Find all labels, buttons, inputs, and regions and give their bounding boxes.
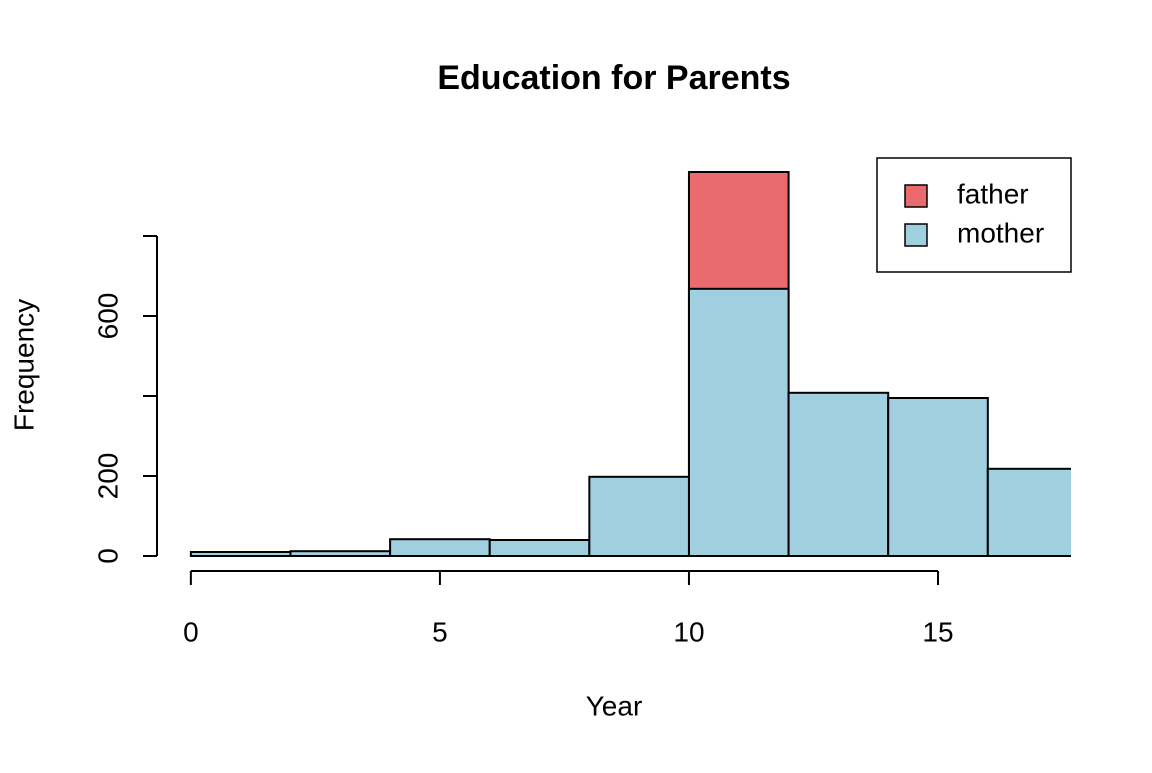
legend-label: mother — [957, 217, 1044, 248]
legend-swatch — [904, 184, 928, 208]
bar — [289, 550, 392, 558]
x-tick-label: 0 — [183, 616, 199, 647]
bar — [787, 391, 890, 557]
x-tick-label: 5 — [432, 616, 448, 647]
x-tick-label: 10 — [673, 616, 704, 647]
bar — [389, 538, 491, 558]
legend-box — [876, 157, 1072, 273]
y-tick-label: 600 — [92, 293, 123, 340]
bar — [488, 539, 591, 557]
bar — [986, 467, 1071, 557]
x-axis-label: Year — [586, 690, 643, 721]
bars — [189, 171, 1071, 558]
bar — [588, 475, 690, 557]
legend-swatch — [904, 223, 928, 247]
legend-label: father — [957, 178, 1029, 209]
bar — [687, 287, 790, 557]
y-axis-label: Frequency — [8, 299, 39, 431]
x-tick-label: 15 — [922, 616, 953, 647]
bar — [189, 551, 292, 557]
y-tick-label: 200 — [92, 453, 123, 500]
y-tick-label: 0 — [92, 548, 123, 564]
chart-title: Education for Parents — [437, 59, 790, 97]
bar — [887, 397, 989, 557]
